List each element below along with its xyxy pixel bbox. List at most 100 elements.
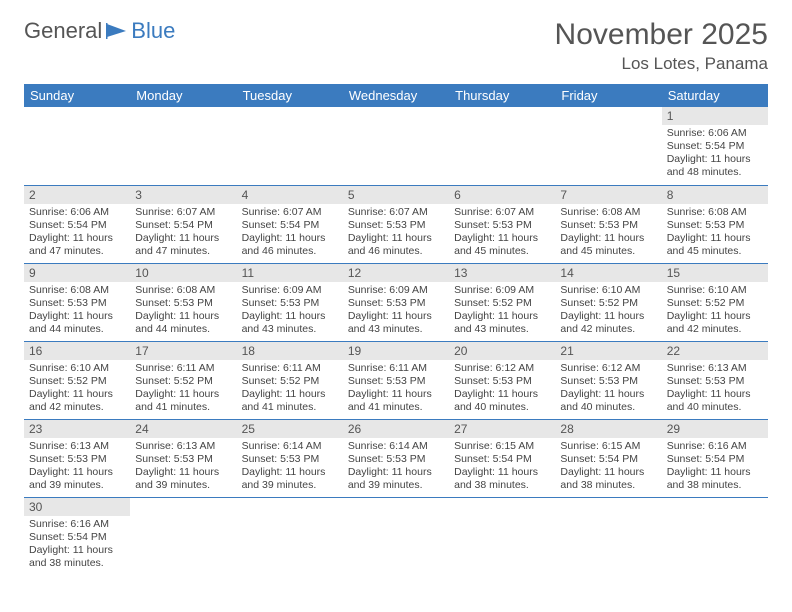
day-number: 6 [449,186,555,204]
day-number: 16 [24,342,130,360]
day-info: Sunrise: 6:16 AMSunset: 5:54 PMDaylight:… [662,438,768,496]
day-number: 12 [343,264,449,282]
weekday-header: Wednesday [343,84,449,107]
day-number: 19 [343,342,449,360]
calendar-row: 9Sunrise: 6:08 AMSunset: 5:53 PMDaylight… [24,263,768,341]
day-number: 25 [237,420,343,438]
day-number: 22 [662,342,768,360]
day-number: 4 [237,186,343,204]
calendar-cell [555,497,661,575]
location: Los Lotes, Panama [555,54,768,74]
day-number: 1 [662,107,768,125]
weekday-header: Tuesday [237,84,343,107]
calendar-cell: 27Sunrise: 6:15 AMSunset: 5:54 PMDayligh… [449,419,555,497]
calendar-cell [343,107,449,185]
day-number: 27 [449,420,555,438]
day-info: Sunrise: 6:07 AMSunset: 5:54 PMDaylight:… [130,204,236,262]
weekday-header-row: Sunday Monday Tuesday Wednesday Thursday… [24,84,768,107]
calendar-cell: 30Sunrise: 6:16 AMSunset: 5:54 PMDayligh… [24,497,130,575]
day-info: Sunrise: 6:15 AMSunset: 5:54 PMDaylight:… [449,438,555,496]
day-number: 17 [130,342,236,360]
calendar-row: 2Sunrise: 6:06 AMSunset: 5:54 PMDaylight… [24,185,768,263]
calendar-cell: 24Sunrise: 6:13 AMSunset: 5:53 PMDayligh… [130,419,236,497]
day-info: Sunrise: 6:12 AMSunset: 5:53 PMDaylight:… [555,360,661,418]
calendar-cell: 19Sunrise: 6:11 AMSunset: 5:53 PMDayligh… [343,341,449,419]
calendar-cell: 1Sunrise: 6:06 AMSunset: 5:54 PMDaylight… [662,107,768,185]
day-info: Sunrise: 6:10 AMSunset: 5:52 PMDaylight:… [662,282,768,340]
calendar-cell: 9Sunrise: 6:08 AMSunset: 5:53 PMDaylight… [24,263,130,341]
calendar-cell: 21Sunrise: 6:12 AMSunset: 5:53 PMDayligh… [555,341,661,419]
day-info: Sunrise: 6:14 AMSunset: 5:53 PMDaylight:… [237,438,343,496]
day-info: Sunrise: 6:11 AMSunset: 5:52 PMDaylight:… [237,360,343,418]
calendar-cell: 14Sunrise: 6:10 AMSunset: 5:52 PMDayligh… [555,263,661,341]
calendar-cell [662,497,768,575]
day-info: Sunrise: 6:14 AMSunset: 5:53 PMDaylight:… [343,438,449,496]
day-number: 28 [555,420,661,438]
calendar-cell: 15Sunrise: 6:10 AMSunset: 5:52 PMDayligh… [662,263,768,341]
day-info: Sunrise: 6:07 AMSunset: 5:54 PMDaylight:… [237,204,343,262]
logo: General Blue [24,18,175,44]
day-number: 8 [662,186,768,204]
weekday-header: Thursday [449,84,555,107]
calendar-cell: 10Sunrise: 6:08 AMSunset: 5:53 PMDayligh… [130,263,236,341]
calendar-cell: 20Sunrise: 6:12 AMSunset: 5:53 PMDayligh… [449,341,555,419]
calendar-cell [555,107,661,185]
day-number: 13 [449,264,555,282]
day-number: 7 [555,186,661,204]
calendar-cell [237,107,343,185]
calendar-cell [24,107,130,185]
calendar-cell: 25Sunrise: 6:14 AMSunset: 5:53 PMDayligh… [237,419,343,497]
calendar-table: Sunday Monday Tuesday Wednesday Thursday… [24,84,768,575]
day-info: Sunrise: 6:09 AMSunset: 5:53 PMDaylight:… [237,282,343,340]
calendar-cell: 12Sunrise: 6:09 AMSunset: 5:53 PMDayligh… [343,263,449,341]
day-info: Sunrise: 6:11 AMSunset: 5:52 PMDaylight:… [130,360,236,418]
day-info: Sunrise: 6:08 AMSunset: 5:53 PMDaylight:… [130,282,236,340]
day-number: 5 [343,186,449,204]
day-number: 30 [24,498,130,516]
calendar-cell: 13Sunrise: 6:09 AMSunset: 5:52 PMDayligh… [449,263,555,341]
day-info: Sunrise: 6:09 AMSunset: 5:53 PMDaylight:… [343,282,449,340]
calendar-cell: 18Sunrise: 6:11 AMSunset: 5:52 PMDayligh… [237,341,343,419]
day-info: Sunrise: 6:11 AMSunset: 5:53 PMDaylight:… [343,360,449,418]
day-number: 15 [662,264,768,282]
day-info: Sunrise: 6:08 AMSunset: 5:53 PMDaylight:… [555,204,661,262]
day-info: Sunrise: 6:16 AMSunset: 5:54 PMDaylight:… [24,516,130,574]
day-info: Sunrise: 6:12 AMSunset: 5:53 PMDaylight:… [449,360,555,418]
day-info: Sunrise: 6:10 AMSunset: 5:52 PMDaylight:… [555,282,661,340]
calendar-cell: 26Sunrise: 6:14 AMSunset: 5:53 PMDayligh… [343,419,449,497]
day-info: Sunrise: 6:08 AMSunset: 5:53 PMDaylight:… [662,204,768,262]
calendar-cell: 22Sunrise: 6:13 AMSunset: 5:53 PMDayligh… [662,341,768,419]
calendar-cell: 7Sunrise: 6:08 AMSunset: 5:53 PMDaylight… [555,185,661,263]
day-info: Sunrise: 6:08 AMSunset: 5:53 PMDaylight:… [24,282,130,340]
day-info: Sunrise: 6:13 AMSunset: 5:53 PMDaylight:… [662,360,768,418]
day-info: Sunrise: 6:10 AMSunset: 5:52 PMDaylight:… [24,360,130,418]
calendar-cell: 28Sunrise: 6:15 AMSunset: 5:54 PMDayligh… [555,419,661,497]
calendar-cell: 2Sunrise: 6:06 AMSunset: 5:54 PMDaylight… [24,185,130,263]
day-number: 29 [662,420,768,438]
day-number: 11 [237,264,343,282]
calendar-cell [130,107,236,185]
day-number: 3 [130,186,236,204]
calendar-cell: 17Sunrise: 6:11 AMSunset: 5:52 PMDayligh… [130,341,236,419]
weekday-header: Monday [130,84,236,107]
logo-text-2: Blue [131,18,175,44]
calendar-cell: 11Sunrise: 6:09 AMSunset: 5:53 PMDayligh… [237,263,343,341]
day-info: Sunrise: 6:06 AMSunset: 5:54 PMDaylight:… [24,204,130,262]
day-info: Sunrise: 6:13 AMSunset: 5:53 PMDaylight:… [24,438,130,496]
calendar-cell: 16Sunrise: 6:10 AMSunset: 5:52 PMDayligh… [24,341,130,419]
day-number: 24 [130,420,236,438]
calendar-cell [449,497,555,575]
calendar-row: 16Sunrise: 6:10 AMSunset: 5:52 PMDayligh… [24,341,768,419]
calendar-cell: 3Sunrise: 6:07 AMSunset: 5:54 PMDaylight… [130,185,236,263]
logo-text-1: General [24,18,102,44]
day-number: 21 [555,342,661,360]
calendar-cell: 8Sunrise: 6:08 AMSunset: 5:53 PMDaylight… [662,185,768,263]
day-number: 14 [555,264,661,282]
day-number: 26 [343,420,449,438]
weekday-header: Friday [555,84,661,107]
day-number: 10 [130,264,236,282]
calendar-cell [237,497,343,575]
day-info: Sunrise: 6:13 AMSunset: 5:53 PMDaylight:… [130,438,236,496]
logo-flag-icon [106,22,128,40]
calendar-cell: 5Sunrise: 6:07 AMSunset: 5:53 PMDaylight… [343,185,449,263]
